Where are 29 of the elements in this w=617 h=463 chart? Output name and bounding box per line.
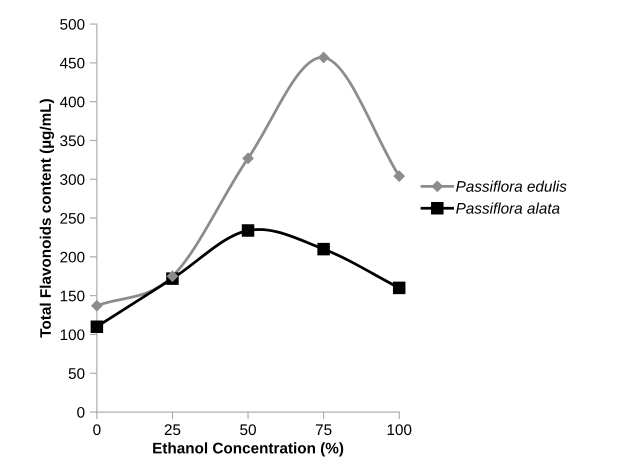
y-tick-label: 200 [60, 252, 84, 263]
x-tick-label: 25 [164, 424, 180, 436]
y-tick-label: 450 [60, 58, 84, 69]
point [318, 52, 330, 64]
x-tick-label: 0 [93, 424, 101, 436]
y-tick-label: 350 [60, 135, 84, 146]
point [317, 242, 330, 256]
y-tick-label: 500 [60, 18, 84, 30]
point [91, 300, 102, 312]
point [394, 170, 405, 182]
x-tick-label: 100 [388, 424, 412, 436]
y-axis-title: Total Flavonoids content (µg/mL) [40, 99, 54, 338]
x-tick-label: 50 [240, 424, 256, 436]
y-tick-label: 50 [68, 368, 84, 379]
legend-label: Passiflora alata [456, 202, 560, 214]
point [166, 270, 178, 282]
y-tick-label: 400 [60, 96, 84, 108]
y-tick-label: 0 [77, 406, 84, 418]
point [392, 282, 406, 294]
y-tick-label: 300 [60, 174, 84, 185]
x-tick-label: 75 [316, 424, 332, 436]
legend-label: Passiflora edulis [456, 180, 567, 192]
y-tick-label: 250 [60, 212, 84, 224]
point [90, 320, 104, 333]
y-tick-label: 150 [60, 290, 84, 302]
x-axis-title: Ethanol Concentration (%) [153, 442, 344, 457]
point [242, 152, 254, 164]
point [242, 224, 254, 237]
y-tick-label: 100 [60, 329, 84, 340]
